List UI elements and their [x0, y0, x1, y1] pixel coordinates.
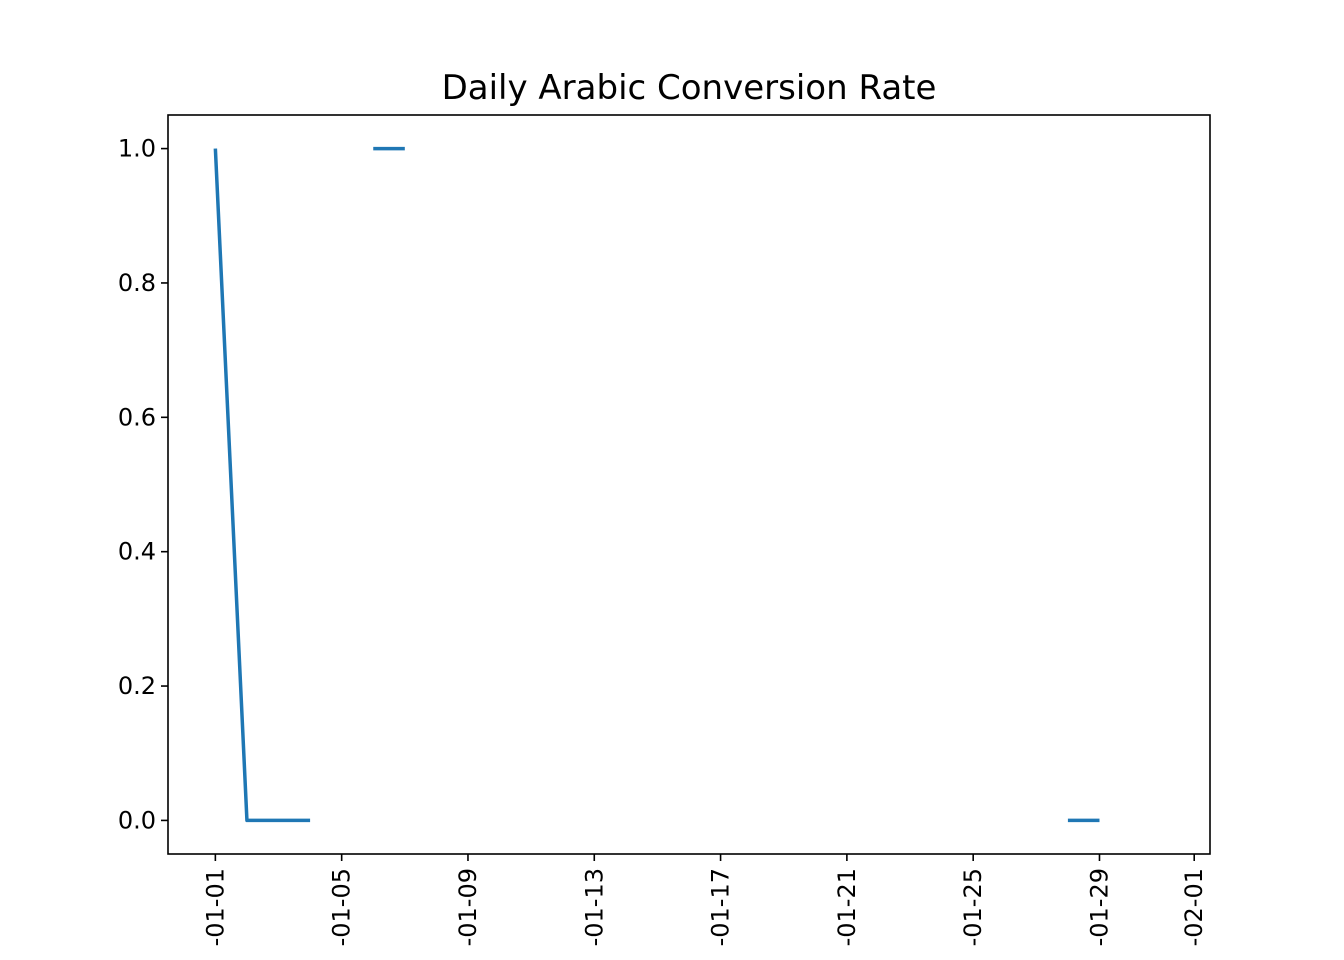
x-tick-label: -01-17 — [707, 868, 735, 946]
y-tick-label: 1.0 — [118, 135, 156, 163]
x-tick-label: -01-13 — [580, 868, 608, 946]
y-tick-label: 0.8 — [118, 269, 156, 297]
x-tick-label: -01-29 — [1085, 868, 1113, 946]
chart-title: Daily Arabic Conversion Rate — [442, 68, 937, 108]
x-tick-label: -01-09 — [454, 868, 482, 946]
y-tick-label: 0.4 — [118, 538, 156, 566]
series-line-segment — [213, 148, 311, 823]
x-tick-label: -01-25 — [959, 868, 987, 946]
x-tick-label: -01-01 — [201, 868, 229, 946]
series-layer — [213, 146, 1100, 823]
y-tick-label: 0.0 — [118, 806, 156, 834]
x-tick-label: -02-01 — [1180, 868, 1208, 946]
x-tick-label: -01-05 — [328, 868, 356, 946]
y-tick-label: 0.2 — [118, 672, 156, 700]
y-tick-label: 0.6 — [118, 403, 156, 431]
x-tick-label: -01-21 — [833, 868, 861, 946]
plot-frame — [167, 114, 1211, 855]
axes-layer: 0.0 0.2 0.4 0.6 0.8 1.0 -01-01 -01-05 -01-09 -01-… — [118, 135, 1208, 947]
